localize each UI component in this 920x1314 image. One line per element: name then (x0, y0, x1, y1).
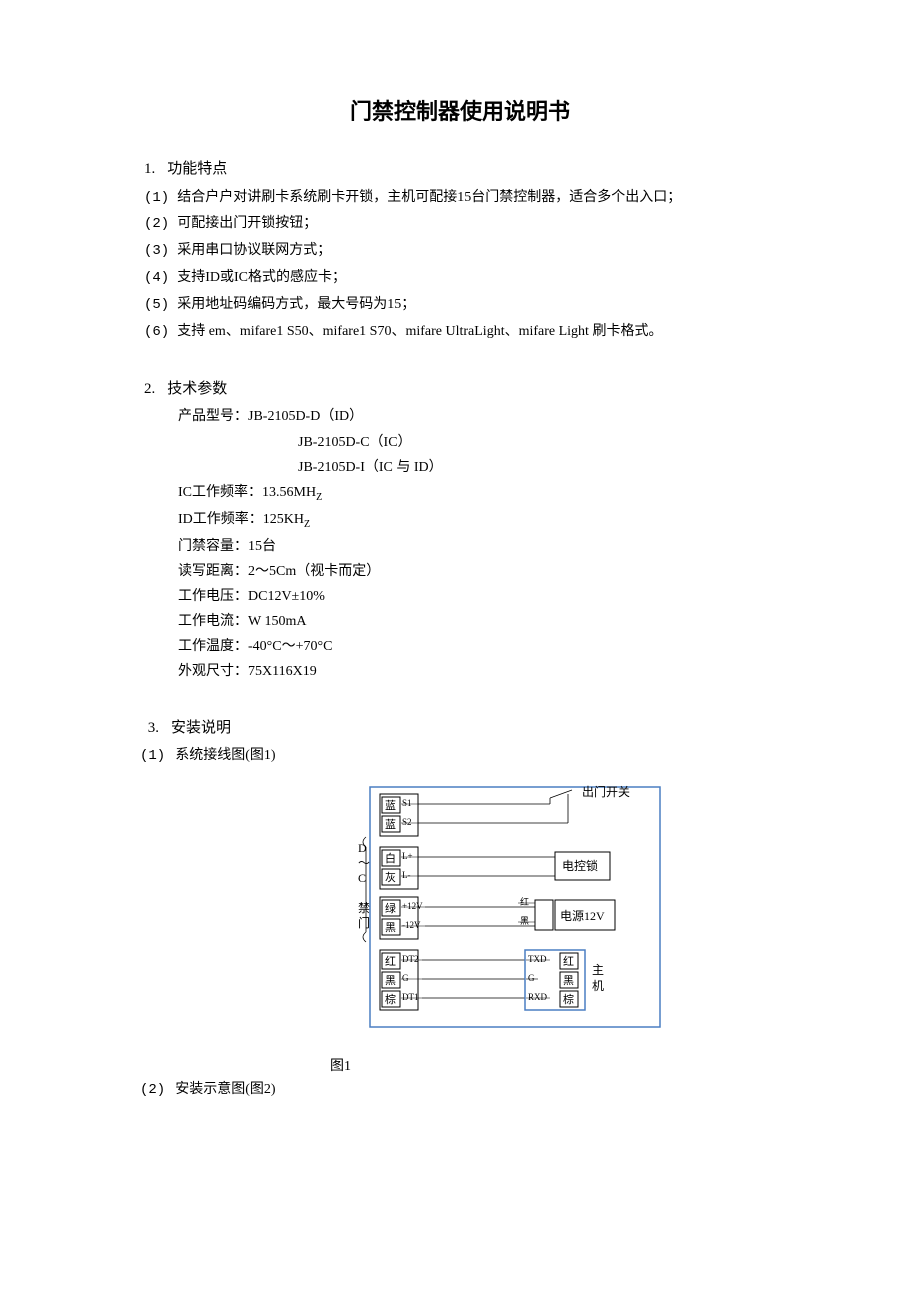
wiring-diagram: D 〜 C 禁 门 蓝 S1 蓝 S2 出门开关 白 L+ 灰 L- 电控锁 绿… (350, 782, 665, 1040)
pin-sig: -12V (402, 920, 421, 930)
model-2: JB-2105D-I（IC 与 ID） (178, 455, 780, 480)
item-num: (2) (140, 1082, 165, 1098)
pin-sig: G (402, 973, 409, 983)
feature-item: (5) 采用地址码编码方式，最大号码为15； (144, 292, 780, 319)
param-model: 产品型号：JB-2105D-D（ID） (178, 404, 780, 429)
param-capacity: 门禁容量：15台 (178, 534, 780, 559)
item-num: (2) (144, 216, 169, 232)
item-num: (1) (144, 190, 169, 206)
param-voltage: 工作电压：DC12V±10% (178, 584, 780, 609)
pin-sig: L+ (402, 851, 413, 861)
pin-sig: L- (402, 870, 411, 880)
param-temp: 工作温度：-40°C〜+70°C (178, 634, 780, 659)
section-num: 3. (148, 720, 159, 736)
param-size: 外观尺寸：75X116X19 (178, 659, 780, 684)
item-text: 采用串口协议联网方式； (177, 243, 331, 258)
host-color: 棕 (563, 992, 574, 1006)
item-text: 采用地址码编码方式，最大号码为15； (177, 297, 415, 312)
host-sig: TXD (528, 954, 547, 964)
section-label: 安装说明 (171, 720, 231, 736)
item-text: 安装示意图(图2) (175, 1082, 275, 1097)
feature-item: (3) 采用串口协议联网方式； (144, 238, 780, 265)
item-num: (3) (144, 243, 169, 259)
value: 125KH (263, 512, 304, 527)
host-sig: RXD (528, 992, 548, 1002)
value: 13.56MH (262, 485, 316, 500)
item-num: (6) (144, 324, 169, 340)
pin-sig: DT1 (402, 992, 419, 1002)
pin-sig: S2 (402, 817, 412, 827)
install-item-1: (1) 系统接线图(图1) (140, 743, 780, 770)
item-text: 支持 em、mifare1 S50、mifare1 S70、mifare Ult… (177, 324, 662, 339)
item-text: 结合户户对讲刷卡系统刷卡开锁，主机可配接15台门禁控制器，适合多个出入口； (177, 190, 681, 205)
ext-label-switch: 出门开关 (582, 784, 630, 799)
sub: Z (304, 519, 310, 530)
param-current: 工作电流：W 150mA (178, 609, 780, 634)
section-label: 功能特点 (167, 161, 227, 177)
ext-label-host-2: 机 (592, 979, 604, 993)
section-label: 技术参数 (167, 381, 227, 397)
pin-color: 绿 (385, 901, 396, 915)
figure-1-caption: 图1 (140, 1056, 780, 1077)
features-list: (1) 结合户户对讲刷卡系统刷卡开锁，主机可配接15台门禁控制器，适合多个出入口；… (140, 185, 780, 346)
item-text: 支持ID或IC格式的感应卡； (177, 270, 346, 285)
page-title: 门禁控制器使用说明书 (140, 95, 780, 128)
bottom-spacer (140, 1104, 780, 1254)
feature-item: (1) 结合户户对讲刷卡系统刷卡开锁，主机可配接15台门禁控制器，适合多个出入口； (144, 185, 780, 212)
pin-sig: S1 (402, 798, 412, 808)
install-item-2: (2) 安装示意图(图2) (140, 1077, 780, 1104)
sub: Z (316, 492, 322, 503)
pin-color: 黑 (385, 974, 396, 987)
item-text: 系统接线图(图1) (175, 748, 275, 763)
param-id-freq: ID工作频率：125KHZ (178, 507, 780, 534)
label: IC工作频率： (178, 485, 262, 500)
svg-text:〜: 〜 (358, 856, 370, 870)
pin-color: 红 (385, 955, 396, 968)
pin-color: 棕 (385, 992, 396, 1006)
pin-color: 黑 (385, 921, 396, 934)
host-color: 黑 (563, 974, 574, 987)
ext-label-power: 电源12V (560, 909, 605, 923)
wire-color: 黑 (520, 916, 529, 926)
model-label: 产品型号： (178, 409, 248, 424)
svg-text:C: C (358, 871, 366, 885)
feature-item: (6) 支持 em、mifare1 S50、mifare1 S70、mifare … (144, 319, 780, 346)
pin-sig: DT2 (402, 954, 419, 964)
feature-item: (2) 可配接出门开锁按钮； (144, 211, 780, 238)
param-ic-freq: IC工作频率：13.56MHZ (178, 480, 780, 507)
model-0: JB-2105D-D（ID） (248, 409, 363, 424)
pin-sig: +12V (402, 901, 423, 911)
label: ID工作频率： (178, 512, 263, 527)
item-num: (1) (140, 748, 165, 764)
section-params-heading: 2. 技术参数 (140, 378, 780, 401)
model-1: JB-2105D-C（IC） (178, 430, 780, 455)
pin-color: 白 (385, 851, 396, 865)
ext-label-lock: 电控锁 (562, 858, 598, 873)
pin-color: 蓝 (385, 818, 396, 831)
feature-item: (4) 支持ID或IC格式的感应卡； (144, 265, 780, 292)
section-features-heading: 1. 功能特点 (140, 158, 780, 181)
ext-label-host-1: 主 (592, 963, 604, 977)
item-num: (5) (144, 297, 169, 313)
pin-color: 灰 (385, 870, 396, 884)
param-distance: 读写距离：2〜5Cm（视卡而定） (178, 559, 780, 584)
section-num: 1. (144, 161, 155, 177)
host-color: 红 (563, 955, 574, 968)
svg-text:门: 门 (358, 915, 370, 930)
section-num: 2. (144, 381, 155, 397)
item-num: (4) (144, 270, 169, 286)
pin-color: 蓝 (385, 799, 396, 812)
item-text: 可配接出门开锁按钮； (177, 216, 317, 231)
host-sig: G (528, 973, 535, 983)
params-block: 产品型号：JB-2105D-D（ID） JB-2105D-C（IC） JB-21… (140, 404, 780, 684)
wire-color: 红 (520, 896, 529, 907)
svg-text:禁: 禁 (358, 901, 370, 915)
section-install-heading: 3. 安装说明 (140, 717, 780, 740)
